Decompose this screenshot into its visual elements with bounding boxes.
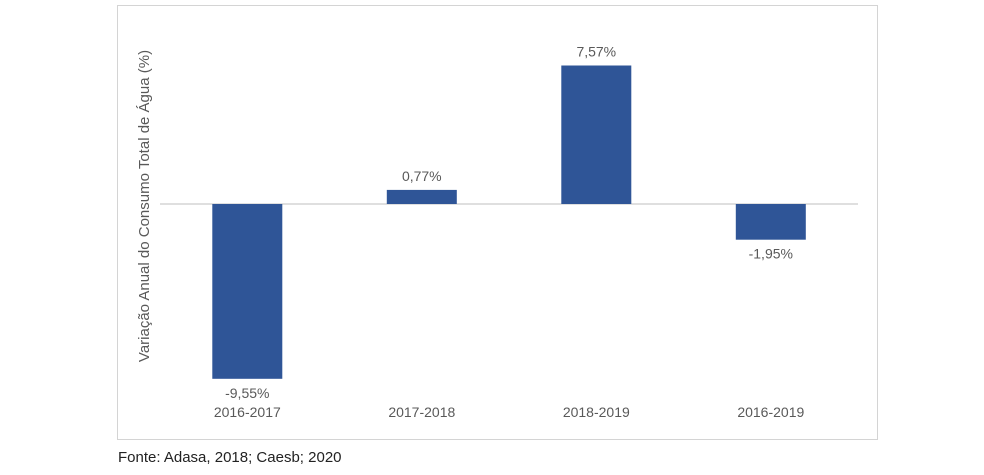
y-axis-label: Variação Anual do Consumo Total de Água … bbox=[136, 50, 153, 362]
x-tick-label-2016-2019: 2016-2019 bbox=[737, 404, 804, 420]
data-label-2016-2019: -1,95% bbox=[749, 246, 793, 262]
data-label-2018-2019: 7,57% bbox=[576, 44, 616, 60]
x-tick-label-2017-2018: 2017-2018 bbox=[388, 404, 455, 420]
bar-2016-2017 bbox=[212, 204, 283, 379]
x-tick-label-2018-2019: 2018-2019 bbox=[563, 404, 630, 420]
bar-chart: -9,55% 2016-2017 0,77% 2017-2018 7,57% 2018-2… bbox=[136, 44, 858, 420]
bar-2017-2018 bbox=[386, 189, 457, 204]
bar-2018-2019 bbox=[561, 65, 632, 204]
data-label-2016-2017: -9,55% bbox=[225, 385, 269, 401]
bar-2016-2019 bbox=[735, 204, 806, 240]
data-label-2017-2018: 0,77% bbox=[402, 168, 442, 184]
x-tick-label-2016-2017: 2016-2017 bbox=[214, 404, 281, 420]
source-note: Fonte: Adasa, 2018; Caesb; 2020 bbox=[118, 449, 342, 466]
